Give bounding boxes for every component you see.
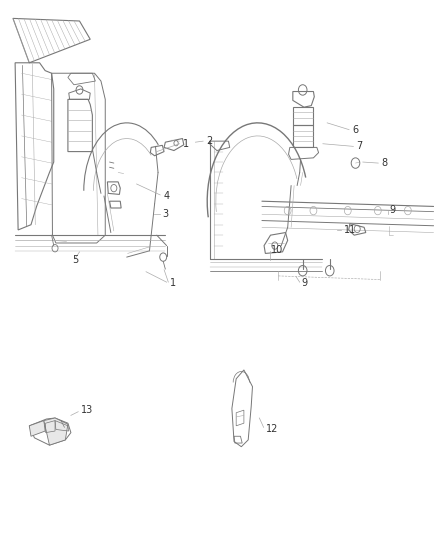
Polygon shape — [44, 418, 68, 445]
Text: 8: 8 — [381, 158, 387, 168]
Polygon shape — [29, 421, 45, 436]
Text: 10: 10 — [272, 245, 284, 255]
Text: 4: 4 — [163, 191, 170, 201]
Text: 12: 12 — [266, 424, 279, 434]
Text: 1: 1 — [183, 139, 189, 149]
Text: 9: 9 — [302, 278, 308, 288]
Text: 5: 5 — [72, 255, 78, 265]
Text: 13: 13 — [81, 405, 93, 415]
Text: 6: 6 — [352, 125, 358, 135]
Text: 2: 2 — [206, 136, 212, 146]
Text: 9: 9 — [390, 205, 396, 215]
Text: 1: 1 — [170, 278, 176, 288]
Text: 3: 3 — [162, 209, 169, 219]
Text: 7: 7 — [357, 141, 363, 151]
Text: 11: 11 — [343, 225, 356, 235]
